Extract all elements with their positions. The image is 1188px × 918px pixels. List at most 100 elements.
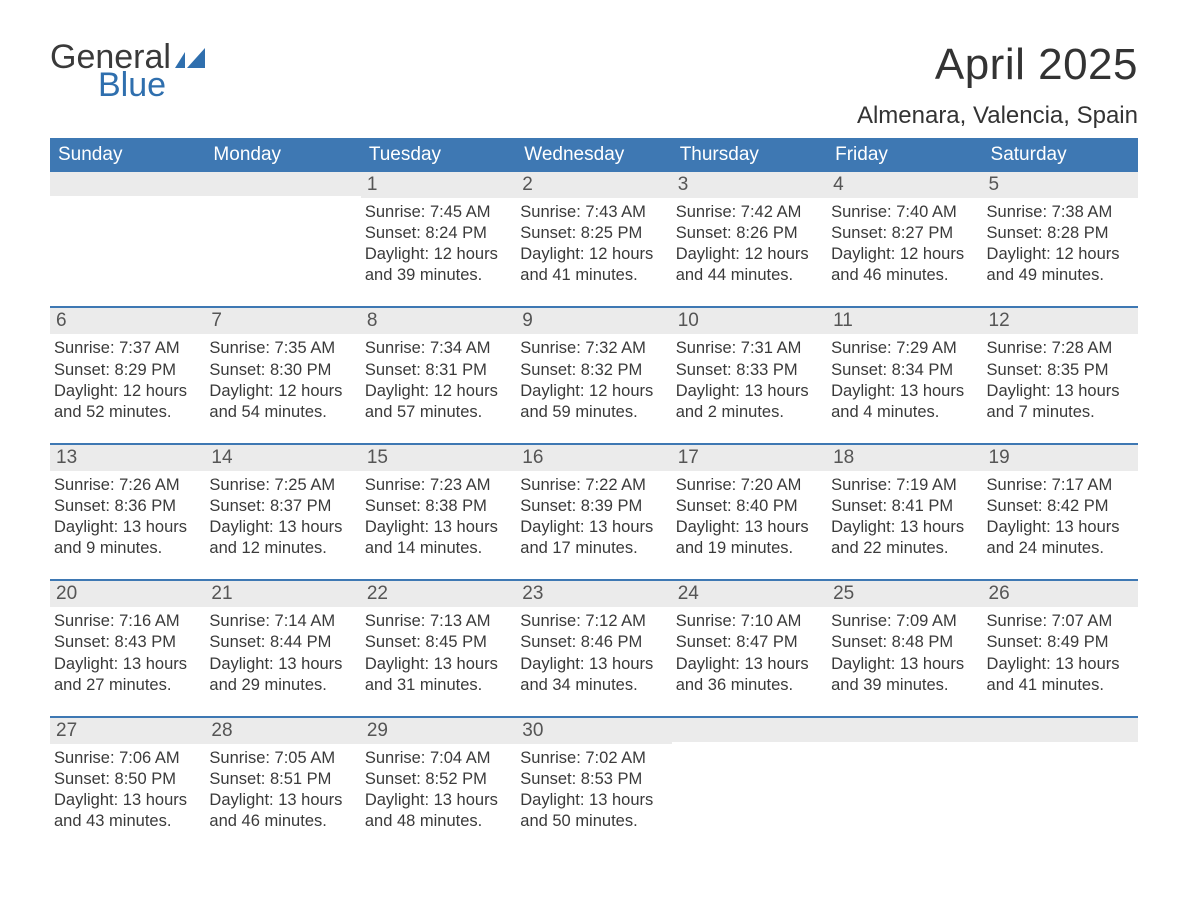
sunrise-text: Sunrise: 7:34 AM	[365, 338, 510, 359]
day-cell: 12Sunrise: 7:28 AMSunset: 8:35 PMDayligh…	[983, 308, 1138, 428]
day-header: Friday	[827, 138, 982, 172]
sunset-text: Sunset: 8:50 PM	[54, 769, 199, 790]
sunrise-text: Sunrise: 7:40 AM	[831, 202, 976, 223]
day-detail: Sunrise: 7:13 AMSunset: 8:45 PMDaylight:…	[361, 607, 516, 695]
day-detail: Sunrise: 7:05 AMSunset: 8:51 PMDaylight:…	[205, 744, 360, 832]
daylight-text: Daylight: 13 hours and 31 minutes.	[365, 654, 510, 696]
week-row: 1Sunrise: 7:45 AMSunset: 8:24 PMDaylight…	[50, 172, 1138, 292]
day-detail: Sunrise: 7:34 AMSunset: 8:31 PMDaylight:…	[361, 334, 516, 422]
day-cell: 22Sunrise: 7:13 AMSunset: 8:45 PMDayligh…	[361, 581, 516, 701]
date-number: 11	[827, 308, 982, 334]
brand-line2: Blue	[98, 68, 205, 102]
day-detail: Sunrise: 7:12 AMSunset: 8:46 PMDaylight:…	[516, 607, 671, 695]
day-detail: Sunrise: 7:38 AMSunset: 8:28 PMDaylight:…	[983, 198, 1138, 286]
sunset-text: Sunset: 8:24 PM	[365, 223, 510, 244]
date-number: 10	[672, 308, 827, 334]
sunrise-text: Sunrise: 7:12 AM	[520, 611, 665, 632]
sunrise-text: Sunrise: 7:10 AM	[676, 611, 821, 632]
day-cell	[672, 718, 827, 838]
day-cell	[827, 718, 982, 838]
date-number: 17	[672, 445, 827, 471]
date-number: 21	[205, 581, 360, 607]
day-detail: Sunrise: 7:07 AMSunset: 8:49 PMDaylight:…	[983, 607, 1138, 695]
sunset-text: Sunset: 8:40 PM	[676, 496, 821, 517]
day-header: Sunday	[50, 138, 205, 172]
date-number: 14	[205, 445, 360, 471]
day-cell: 10Sunrise: 7:31 AMSunset: 8:33 PMDayligh…	[672, 308, 827, 428]
daylight-text: Daylight: 13 hours and 17 minutes.	[520, 517, 665, 559]
sunset-text: Sunset: 8:32 PM	[520, 360, 665, 381]
sunset-text: Sunset: 8:25 PM	[520, 223, 665, 244]
sunrise-text: Sunrise: 7:07 AM	[987, 611, 1132, 632]
sunrise-text: Sunrise: 7:32 AM	[520, 338, 665, 359]
sunset-text: Sunset: 8:48 PM	[831, 632, 976, 653]
date-number: 1	[361, 172, 516, 198]
day-cell: 9Sunrise: 7:32 AMSunset: 8:32 PMDaylight…	[516, 308, 671, 428]
day-cell: 25 Sunrise: 7:09 AMSunset: 8:48 PMDayligh…	[827, 581, 982, 701]
day-cell: 19Sunrise: 7:17 AMSunset: 8:42 PMDayligh…	[983, 445, 1138, 565]
date-number: 7	[205, 308, 360, 334]
day-cell: 29Sunrise: 7:04 AMSunset: 8:52 PMDayligh…	[361, 718, 516, 838]
day-detail: Sunrise: 7:14 AMSunset: 8:44 PMDaylight:…	[205, 607, 360, 695]
sunset-text: Sunset: 8:28 PM	[987, 223, 1132, 244]
day-cell: 18Sunrise: 7:19 AMSunset: 8:41 PMDayligh…	[827, 445, 982, 565]
day-detail: Sunrise: 7:19 AMSunset: 8:41 PMDaylight:…	[827, 471, 982, 559]
day-detail: Sunrise: 7:02 AMSunset: 8:53 PMDaylight:…	[516, 744, 671, 832]
date-number: 13	[50, 445, 205, 471]
day-cell: 8Sunrise: 7:34 AMSunset: 8:31 PMDaylight…	[361, 308, 516, 428]
daylight-text: Daylight: 13 hours and 19 minutes.	[676, 517, 821, 559]
day-header: Thursday	[672, 138, 827, 172]
day-cell: 4Sunrise: 7:40 AMSunset: 8:27 PMDaylight…	[827, 172, 982, 292]
flag-icon	[175, 48, 205, 68]
week-row: 6Sunrise: 7:37 AMSunset: 8:29 PMDaylight…	[50, 306, 1138, 428]
daylight-text: Daylight: 13 hours and 39 minutes.	[831, 654, 976, 696]
sunset-text: Sunset: 8:36 PM	[54, 496, 199, 517]
date-number: 15	[361, 445, 516, 471]
date-number: 25	[827, 581, 982, 607]
day-detail: Sunrise: 7:29 AMSunset: 8:34 PMDaylight:…	[827, 334, 982, 422]
day-header: Wednesday	[516, 138, 671, 172]
sunrise-text: Sunrise: 7:09 AM	[831, 611, 976, 632]
date-number	[983, 718, 1138, 742]
day-cell: 7Sunrise: 7:35 AMSunset: 8:30 PMDaylight…	[205, 308, 360, 428]
day-detail: Sunrise: 7:17 AMSunset: 8:42 PMDaylight:…	[983, 471, 1138, 559]
sunrise-text: Sunrise: 7:22 AM	[520, 475, 665, 496]
date-number: 22	[361, 581, 516, 607]
day-cell	[983, 718, 1138, 838]
daylight-text: Daylight: 13 hours and 43 minutes.	[54, 790, 199, 832]
daylight-text: Daylight: 13 hours and 29 minutes.	[209, 654, 354, 696]
daylight-text: Daylight: 13 hours and 2 minutes.	[676, 381, 821, 423]
day-cell: 27Sunrise: 7:06 AMSunset: 8:50 PMDayligh…	[50, 718, 205, 838]
day-detail: Sunrise: 7:31 AMSunset: 8:33 PMDaylight:…	[672, 334, 827, 422]
date-number: 18	[827, 445, 982, 471]
day-cell: 20Sunrise: 7:16 AMSunset: 8:43 PMDayligh…	[50, 581, 205, 701]
day-cell: 28Sunrise: 7:05 AMSunset: 8:51 PMDayligh…	[205, 718, 360, 838]
daylight-text: Daylight: 13 hours and 4 minutes.	[831, 381, 976, 423]
daylight-text: Daylight: 13 hours and 46 minutes.	[209, 790, 354, 832]
day-cell: 1Sunrise: 7:45 AMSunset: 8:24 PMDaylight…	[361, 172, 516, 292]
week-row: 13Sunrise: 7:26 AMSunset: 8:36 PMDayligh…	[50, 443, 1138, 565]
date-number	[205, 172, 360, 196]
day-cell: 13Sunrise: 7:26 AMSunset: 8:36 PMDayligh…	[50, 445, 205, 565]
daylight-text: Daylight: 12 hours and 59 minutes.	[520, 381, 665, 423]
day-cell: 30Sunrise: 7:02 AMSunset: 8:53 PMDayligh…	[516, 718, 671, 838]
day-detail: Sunrise: 7:20 AMSunset: 8:40 PMDaylight:…	[672, 471, 827, 559]
day-detail: Sunrise: 7:06 AMSunset: 8:50 PMDaylight:…	[50, 744, 205, 832]
daylight-text: Daylight: 13 hours and 27 minutes.	[54, 654, 199, 696]
day-cell: 26Sunrise: 7:07 AMSunset: 8:49 PMDayligh…	[983, 581, 1138, 701]
day-detail: Sunrise: 7:40 AMSunset: 8:27 PMDaylight:…	[827, 198, 982, 286]
sunset-text: Sunset: 8:43 PM	[54, 632, 199, 653]
day-detail: Sunrise: 7:35 AMSunset: 8:30 PMDaylight:…	[205, 334, 360, 422]
date-number	[50, 172, 205, 196]
date-number: 19	[983, 445, 1138, 471]
daylight-text: Daylight: 12 hours and 44 minutes.	[676, 244, 821, 286]
sunrise-text: Sunrise: 7:42 AM	[676, 202, 821, 223]
sunrise-text: Sunrise: 7:25 AM	[209, 475, 354, 496]
date-number: 2	[516, 172, 671, 198]
daylight-text: Daylight: 12 hours and 52 minutes.	[54, 381, 199, 423]
day-cell: 2Sunrise: 7:43 AMSunset: 8:25 PMDaylight…	[516, 172, 671, 292]
daylight-text: Daylight: 13 hours and 41 minutes.	[987, 654, 1132, 696]
date-number: 6	[50, 308, 205, 334]
daylight-text: Daylight: 12 hours and 39 minutes.	[365, 244, 510, 286]
date-number: 3	[672, 172, 827, 198]
